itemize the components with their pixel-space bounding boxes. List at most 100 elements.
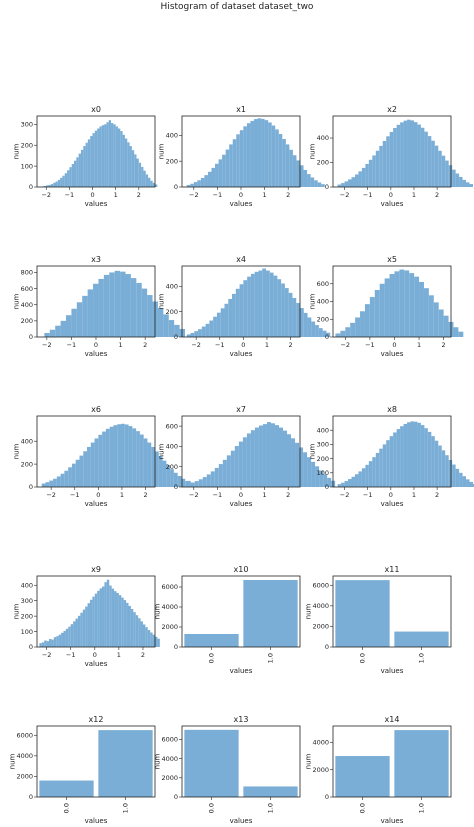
bar — [142, 624, 146, 647]
bar — [355, 317, 361, 337]
x-tick-label: −2 — [340, 191, 350, 199]
bar — [90, 442, 95, 487]
bar — [472, 483, 474, 487]
bar — [448, 460, 453, 487]
y-tick-label: 0 — [325, 643, 329, 651]
bar — [445, 455, 449, 487]
bar — [126, 602, 129, 647]
bar — [78, 153, 81, 187]
bar — [375, 150, 380, 187]
x-tick-label: 2 — [442, 341, 446, 349]
y-tick-label: 200 — [166, 308, 178, 316]
bar — [198, 479, 203, 487]
bar — [51, 639, 54, 647]
x-axis-label: values — [85, 200, 108, 208]
subplot-x10: 0.0 1.0 0 2000 4000 6000 x10 values num — [153, 565, 301, 675]
bar — [39, 780, 94, 797]
bar — [281, 283, 285, 337]
bar — [257, 118, 262, 187]
bar — [155, 636, 158, 647]
x-tick-label: −2 — [340, 491, 350, 499]
bar — [218, 464, 223, 487]
bar — [243, 280, 248, 337]
plot-frame — [36, 265, 156, 338]
bar — [258, 425, 263, 487]
bar — [438, 150, 442, 187]
bar — [229, 144, 233, 187]
x-tick-label: −1 — [365, 341, 375, 349]
y-tick-label: 4000 — [161, 755, 178, 763]
bar — [455, 173, 460, 187]
subplot-x5: −2 −1 0 1 2 0 200 400 600 x5 values num — [308, 255, 464, 358]
x-axis-label: values — [230, 500, 253, 508]
bar — [130, 278, 137, 337]
bar — [344, 481, 349, 487]
bar — [264, 120, 269, 187]
bar — [459, 176, 463, 187]
bar — [138, 162, 142, 187]
bar — [365, 163, 369, 187]
bar — [43, 185, 47, 187]
x-tick-label: 1 — [263, 491, 267, 499]
bar — [147, 442, 152, 487]
bar — [114, 270, 121, 337]
x-axis-label: values — [230, 200, 253, 208]
x-axis-label: values — [230, 817, 253, 825]
bar — [141, 166, 144, 187]
bar — [109, 272, 115, 337]
bar — [322, 330, 327, 337]
bar — [98, 434, 103, 487]
subplot-x4: −2 −1 0 1 2 0 200 400 x4 values num — [157, 255, 331, 358]
bar — [46, 185, 49, 187]
bar — [469, 184, 473, 187]
bar — [258, 270, 263, 337]
bar — [181, 478, 186, 487]
x-tick-label: −1 — [213, 491, 223, 499]
subplot-x11: 0.0 1.0 0 2000 4000 6000 x11 values num — [304, 565, 452, 675]
bar — [365, 464, 369, 487]
x-tick-label: −1 — [363, 491, 373, 499]
bar — [117, 424, 122, 487]
bar — [335, 580, 390, 647]
x-tick-label: 1 — [263, 191, 267, 199]
plot-frame — [332, 415, 452, 488]
bar — [458, 331, 464, 337]
bar — [150, 180, 153, 187]
bar — [70, 624, 74, 647]
bar — [121, 423, 125, 487]
bar — [369, 297, 375, 337]
bar — [384, 278, 390, 337]
x-axis-label: values — [85, 817, 108, 825]
bar — [310, 177, 315, 187]
x-axis-label: values — [381, 817, 404, 825]
bar — [201, 326, 206, 337]
bar — [230, 450, 235, 487]
bar — [382, 140, 387, 187]
bar — [63, 630, 66, 647]
bar — [235, 288, 240, 337]
bar — [163, 314, 169, 337]
y-tick-label: 200 — [317, 159, 329, 167]
bar — [62, 175, 65, 187]
bar — [194, 481, 199, 487]
bar — [452, 169, 456, 187]
y-tick-label: 400 — [166, 282, 178, 290]
bar — [115, 126, 118, 187]
x-tick-label: 1 — [265, 341, 269, 349]
bar — [431, 436, 435, 487]
bar — [205, 323, 210, 337]
bar — [65, 628, 69, 647]
x-axis-label: values — [381, 200, 404, 208]
y-tick-label: 0 — [174, 183, 178, 191]
bar — [53, 182, 56, 187]
subplot-title: x3 — [91, 255, 101, 264]
x-tick-label: 0 — [94, 341, 98, 349]
bar — [190, 183, 194, 187]
y-tick-label: 200 — [21, 141, 33, 149]
bar — [236, 134, 240, 187]
plot-frame — [181, 415, 301, 488]
bar — [413, 122, 418, 187]
x-tick-label: −2 — [189, 491, 199, 499]
y-tick-label: 0 — [29, 483, 33, 491]
bar — [379, 283, 385, 337]
